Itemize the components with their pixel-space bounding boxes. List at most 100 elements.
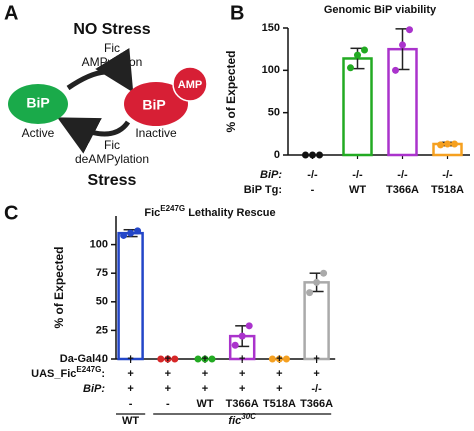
row-label: BiP: bbox=[260, 169, 282, 181]
data-point bbox=[194, 355, 202, 363]
x-tick-label: T366A bbox=[226, 398, 259, 410]
chart-title-part: Lethality Rescue bbox=[185, 207, 275, 219]
row-label: BiP: bbox=[83, 383, 105, 395]
data-point bbox=[302, 151, 309, 159]
x-tick-label: T366A bbox=[386, 184, 419, 196]
node-label: BiP bbox=[26, 95, 49, 111]
x-tick-label: T518A bbox=[263, 398, 296, 410]
data-point bbox=[406, 26, 413, 34]
data-point bbox=[231, 341, 239, 349]
row-value: + bbox=[127, 368, 133, 380]
data-point bbox=[361, 46, 368, 54]
data-point bbox=[399, 41, 406, 49]
data-point bbox=[238, 332, 246, 340]
row-value: + bbox=[165, 368, 171, 380]
row-value: + bbox=[202, 368, 208, 380]
row-value: + bbox=[202, 353, 208, 365]
row-value: + bbox=[127, 383, 133, 395]
y-tick-label: 0 bbox=[102, 353, 108, 365]
data-point bbox=[201, 355, 209, 363]
y-tick-label: 25 bbox=[96, 324, 108, 336]
x-tick-label: T366A bbox=[300, 398, 333, 410]
data-point bbox=[354, 51, 361, 59]
y-tick-label: 0 bbox=[274, 149, 280, 161]
data-point bbox=[320, 269, 328, 277]
panel-letter: C bbox=[4, 202, 18, 224]
y-tick-label: 100 bbox=[90, 239, 108, 251]
data-point bbox=[347, 64, 354, 72]
arrow bbox=[66, 47, 134, 93]
row-value: -/- bbox=[442, 169, 453, 181]
x-tick-label: WT bbox=[349, 184, 366, 196]
row-label: UAS_FicE247G: bbox=[31, 365, 105, 380]
data-point bbox=[268, 355, 276, 363]
row-value: -/- bbox=[397, 169, 408, 181]
data-point bbox=[444, 140, 451, 148]
x-tick-label: T518A bbox=[431, 184, 464, 196]
node bbox=[8, 84, 68, 124]
data-point bbox=[134, 227, 142, 235]
chart-title: Genomic BiP viability bbox=[324, 4, 437, 16]
row-value: + bbox=[239, 383, 245, 395]
data-point bbox=[316, 151, 323, 159]
x-tick-label: - bbox=[311, 184, 315, 196]
row-value: + bbox=[276, 383, 282, 395]
data-point bbox=[313, 278, 321, 286]
node-label: BiP bbox=[142, 97, 165, 113]
y-tick-label: 50 bbox=[268, 107, 280, 119]
group-label-part: 30C bbox=[241, 412, 256, 421]
row-label-part: E247G bbox=[76, 365, 101, 374]
state: Inactive bbox=[135, 126, 177, 140]
row-label: Da-Gal4: bbox=[60, 353, 105, 365]
data-point bbox=[120, 231, 128, 239]
row-value: -/- bbox=[352, 169, 363, 181]
data-point bbox=[208, 355, 216, 363]
bar bbox=[117, 231, 144, 361]
x-tick-label: WT bbox=[196, 398, 213, 410]
panel-a: A NO Stress Fic AMPylation BiP BiP AMP A… bbox=[4, 2, 208, 189]
row-value: + bbox=[165, 353, 171, 365]
reaction: AMPylation bbox=[82, 55, 143, 69]
data-point bbox=[245, 322, 253, 330]
bar bbox=[342, 57, 373, 157]
row-value: + bbox=[276, 368, 282, 380]
data-point bbox=[127, 229, 135, 237]
chart-title: FicE247G Lethality Rescue bbox=[144, 204, 275, 219]
tag-label: AMP bbox=[178, 79, 202, 91]
x-tick-label: - bbox=[166, 398, 170, 410]
data-point bbox=[275, 355, 283, 363]
chart-title-part: E247G bbox=[160, 204, 185, 213]
data-point bbox=[157, 355, 165, 363]
row-value: + bbox=[313, 353, 319, 365]
chart-title-part: Fic bbox=[144, 207, 160, 219]
group-label-part: fic bbox=[228, 415, 241, 427]
x-tick-label: - bbox=[129, 398, 133, 410]
row-value: + bbox=[202, 383, 208, 395]
y-axis-label: % of Expected bbox=[52, 246, 66, 328]
top-label: NO Stress bbox=[73, 21, 150, 38]
data-point bbox=[392, 66, 399, 74]
y-tick-label: 100 bbox=[262, 64, 280, 76]
enzyme: Fic bbox=[104, 138, 120, 152]
data-point bbox=[451, 140, 458, 148]
data-point bbox=[282, 355, 290, 363]
panel-letter: B bbox=[230, 2, 244, 24]
row-value: + bbox=[165, 383, 171, 395]
y-tick-label: 75 bbox=[96, 267, 108, 279]
tag bbox=[172, 66, 208, 102]
row-label-part: UAS_Fic bbox=[31, 368, 76, 380]
row-value: -/- bbox=[311, 383, 322, 395]
y-tick-label: 150 bbox=[262, 22, 280, 34]
row-label: BiP Tg: bbox=[244, 184, 282, 196]
enzyme: Fic bbox=[104, 41, 120, 55]
row-value: -/- bbox=[307, 169, 318, 181]
group-label: WT bbox=[122, 415, 139, 427]
y-axis-label: % of Expected bbox=[224, 50, 238, 132]
row-value: + bbox=[313, 368, 319, 380]
data-point bbox=[171, 355, 179, 363]
y-tick-label: 50 bbox=[96, 296, 108, 308]
arrow bbox=[57, 117, 131, 154]
row-label-part: : bbox=[101, 368, 105, 380]
row-value: + bbox=[239, 353, 245, 365]
